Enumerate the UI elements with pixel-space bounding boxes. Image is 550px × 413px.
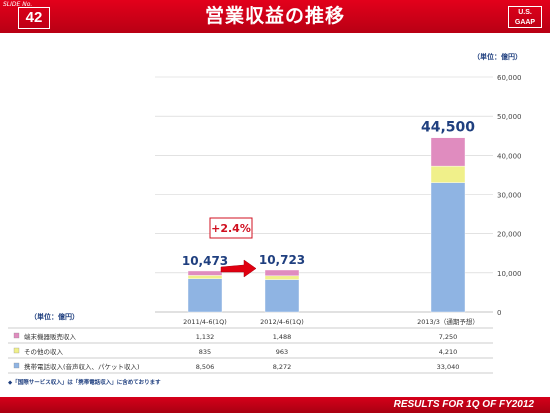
growth-callout-box — [209, 217, 253, 239]
growth-label: +2.4% — [211, 222, 251, 235]
y-tick-label: 30,000 — [497, 192, 522, 200]
y-axis: 0 10,000 20,000 30,000 40,000 50,000 60,000 — [497, 74, 522, 317]
footnote: ◆「国際サービス収入」は「携帯電話収入」に含めております — [8, 378, 161, 386]
table-row-label: その他の収入 — [24, 347, 64, 356]
table-cell: 1,132 — [196, 333, 215, 341]
badge-line-1: U.S. — [518, 9, 532, 16]
category-label: 2013/3（通期予想） — [417, 317, 479, 326]
bar-segment — [264, 275, 300, 280]
table-cell: 1,488 — [273, 333, 292, 341]
bar-total-label: 10,723 — [259, 253, 305, 267]
growth-arrow-icon — [220, 259, 257, 278]
unit-label: （単位：億円） — [473, 52, 522, 61]
table-cell: 7,250 — [439, 333, 458, 341]
bar-segment — [430, 137, 466, 167]
footer-bar: RESULTS FOR 1Q OF FY2012 — [0, 397, 550, 413]
bar-segment — [187, 278, 223, 313]
bar-segment — [264, 279, 300, 313]
accounting-standard-badge: U.S. GAAP — [508, 6, 542, 28]
y-tick-label: 40,000 — [497, 152, 522, 160]
y-tick-label: 0 — [497, 309, 501, 317]
table-cell: 33,040 — [437, 363, 460, 371]
table-cell: 8,272 — [273, 363, 292, 371]
table-unit-label: （単位：億円） — [30, 312, 79, 321]
slide-number: 42 — [18, 7, 50, 29]
y-tick-label: 20,000 — [497, 231, 522, 239]
legend-swatch — [13, 332, 20, 339]
footer-text: RESULTS FOR 1Q OF FY2012 — [393, 399, 534, 410]
table-cell: 8,506 — [196, 363, 215, 371]
slide-number-label: SLIDE No. — [3, 1, 33, 8]
bar-segment — [430, 165, 466, 183]
bar-total-label: 10,473 — [182, 254, 228, 268]
header-bar: SLIDE No. 42 営業収益の推移 U.S. GAAP — [0, 0, 550, 33]
y-tick-label: 50,000 — [497, 113, 522, 121]
bar-segment — [264, 269, 300, 277]
table-row-label: 携帯電話収入(音声収入、パケット収入) — [24, 362, 140, 371]
bars — [187, 137, 466, 313]
bar-segment — [187, 275, 223, 279]
total-labels: 10,473 10,723 44,500 — [182, 120, 475, 268]
bar-total-label: 44,500 — [421, 120, 475, 136]
table-cell: 4,210 — [439, 348, 458, 356]
table-row-label: 端末機器販売収入 — [24, 332, 77, 341]
page-title: 営業収益の推移 — [204, 5, 345, 27]
bar-segment — [187, 270, 223, 276]
badge-line-2: GAAP — [514, 19, 536, 26]
data-table: （単位：億円） 2011/4-6(1Q) 2012/4-6(1Q) 2013/3（通期… — [8, 312, 493, 374]
legend-swatch — [13, 362, 20, 369]
legend-swatch — [13, 347, 20, 354]
table-cell: 963 — [276, 348, 288, 356]
table-cell: 835 — [199, 348, 211, 356]
category-label: 2011/4-6(1Q) — [183, 318, 227, 326]
y-tick-label: 10,000 — [497, 270, 522, 278]
bar-segment — [430, 182, 466, 313]
category-label: 2012/4-6(1Q) — [260, 318, 304, 326]
y-tick-label: 60,000 — [497, 74, 522, 82]
